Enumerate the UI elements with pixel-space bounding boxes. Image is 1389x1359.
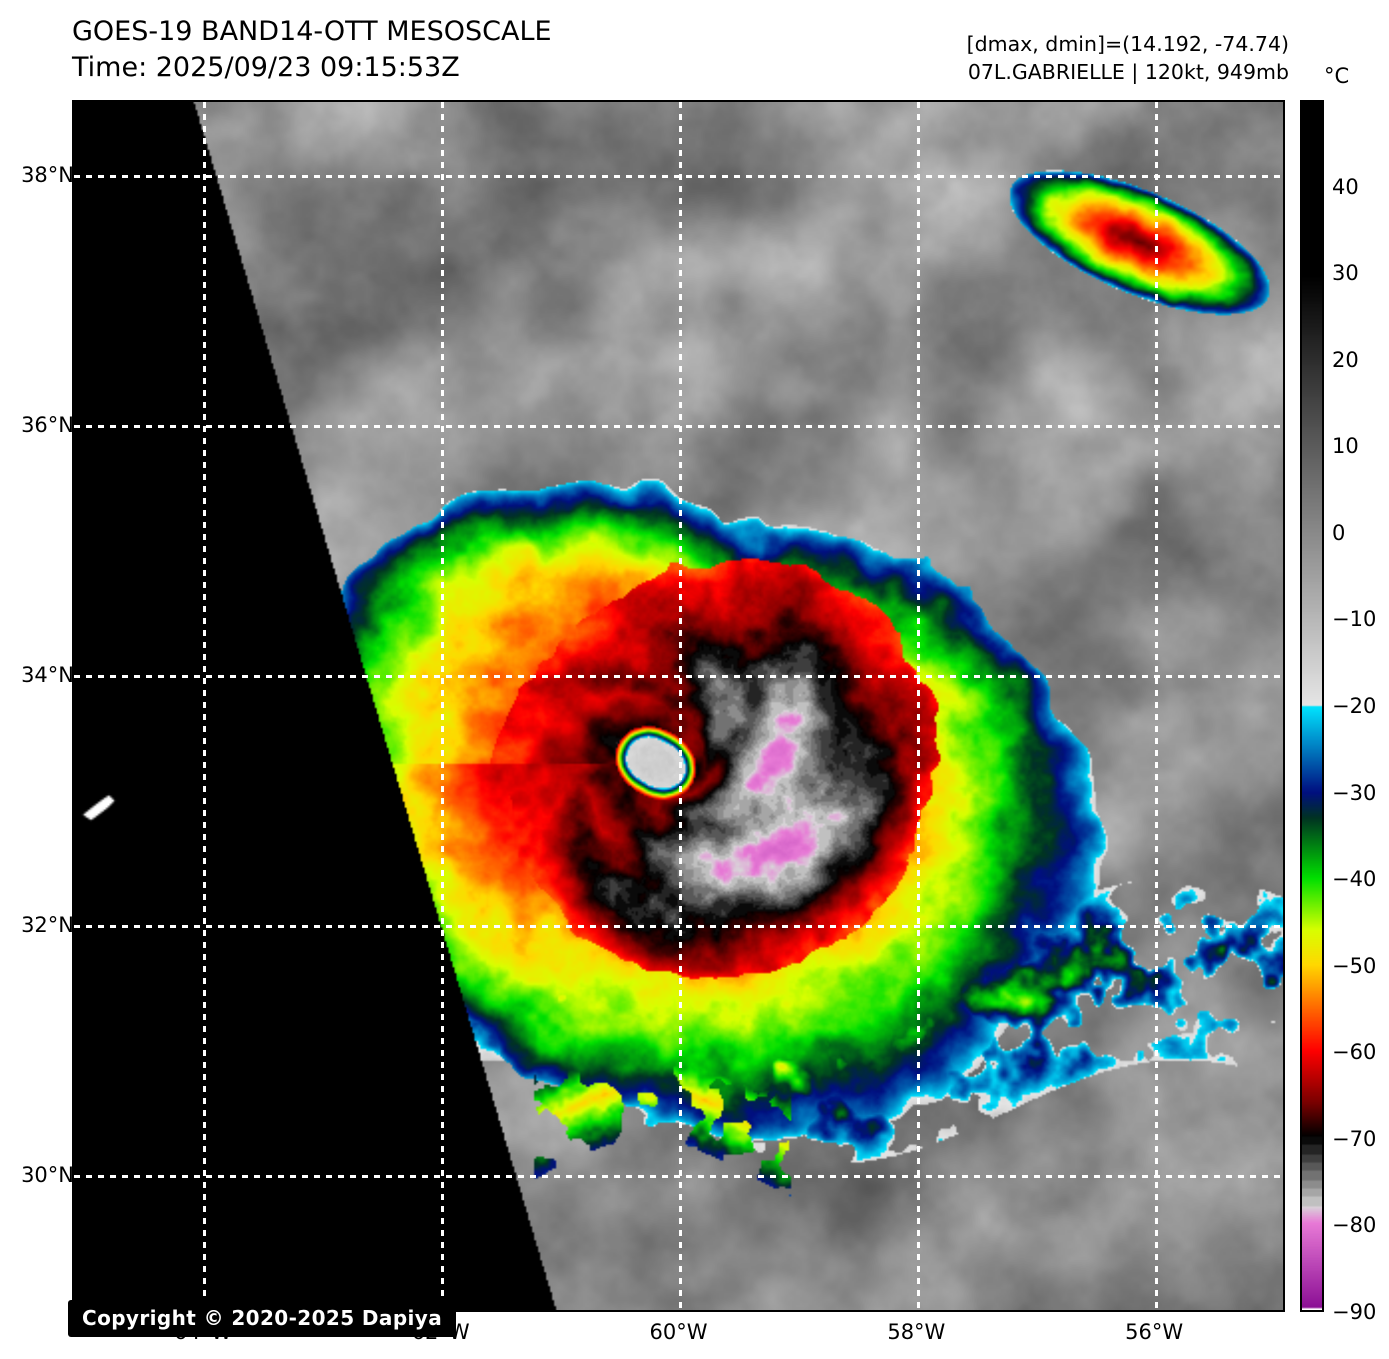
data-range-label: [dmax, dmin]=(14.192, -74.74) bbox=[966, 32, 1289, 56]
colorbar-canvas bbox=[1302, 102, 1322, 1310]
colorbar-unit-label: °C bbox=[1324, 64, 1350, 88]
colorbar-tick-label: −70 bbox=[1332, 1126, 1377, 1151]
lon-tick-label: 56°W bbox=[1125, 1320, 1184, 1344]
plot-inner bbox=[74, 102, 1283, 1310]
storm-info-label: 07L.GABRIELLE | 120kt, 949mb bbox=[967, 60, 1289, 85]
colorbar bbox=[1300, 100, 1324, 1312]
colorbar-tick-label: −80 bbox=[1332, 1213, 1377, 1238]
colorbar-tick-label: 10 bbox=[1332, 434, 1359, 459]
colorbar-tick-label: −60 bbox=[1332, 1040, 1377, 1065]
colorbar-tick-label: 0 bbox=[1332, 520, 1346, 545]
colorbar-tick-label: 30 bbox=[1332, 261, 1359, 286]
colorbar-tick-labels: 40 30 20 10 0 −10 −20 −30 −40 −50 −60 −70 −80 −90 bbox=[1332, 100, 1389, 1324]
colorbar-tick-label: 20 bbox=[1332, 347, 1359, 372]
metadata-block: [dmax, dmin]=(14.192, -74.74) 07L.GABRIE… bbox=[967, 30, 1289, 87]
product-title: GOES-19 BAND14-OTT MESOSCALE bbox=[72, 16, 552, 47]
timestamp-label: Time: 2025/09/23 09:15:53Z bbox=[72, 51, 460, 83]
page-title: GOES-19 BAND14-OTT MESOSCALE Time: 2025/… bbox=[72, 14, 552, 85]
colorbar-tick-label: 40 bbox=[1332, 174, 1359, 199]
copyright-badge: Copyright © 2020-2025 Dapiya bbox=[68, 1300, 457, 1337]
colorbar-tick-label: −10 bbox=[1332, 607, 1377, 632]
colorbar-tick-label: −50 bbox=[1332, 953, 1377, 978]
satellite-image-plot[interactable] bbox=[72, 100, 1285, 1312]
colorbar-tick-label: −30 bbox=[1332, 780, 1377, 805]
colorbar-tick-label: −20 bbox=[1332, 694, 1377, 718]
lat-tick-label: 32°N bbox=[21, 912, 74, 937]
colorbar-tick-label: −40 bbox=[1332, 867, 1377, 892]
lat-tick-label: 30°N bbox=[21, 1162, 74, 1187]
colorbar-tick-label: −90 bbox=[1332, 1300, 1377, 1324]
lat-tick-label: 38°N bbox=[21, 162, 74, 187]
satellite-imagery-canvas bbox=[74, 102, 1283, 1310]
colorbar-gradient bbox=[1302, 102, 1322, 1310]
lat-tick-label: 36°N bbox=[21, 412, 74, 437]
lon-tick-label: 58°W bbox=[887, 1320, 946, 1344]
lat-tick-label: 34°N bbox=[21, 662, 74, 687]
lon-tick-label: 60°W bbox=[649, 1320, 708, 1344]
